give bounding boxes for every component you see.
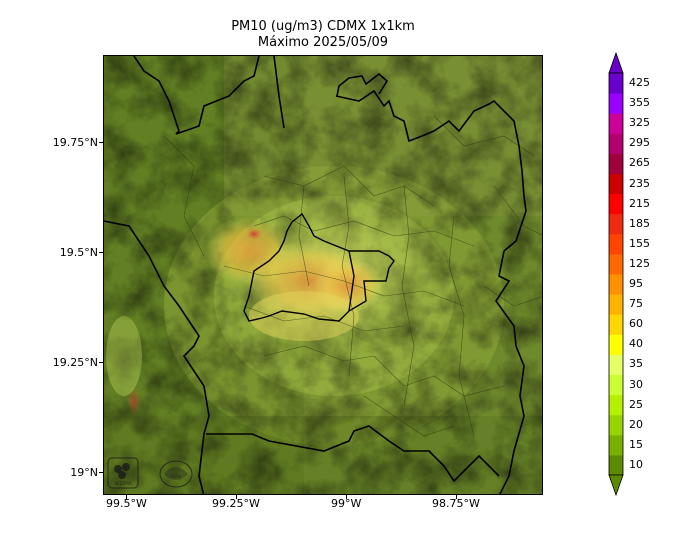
colorbar-segment (609, 354, 623, 375)
colorbar-tick-label: 265 (629, 156, 650, 170)
colorbar-segment (609, 213, 623, 235)
lat-tick (99, 362, 103, 363)
aire-logo-text: Aire (171, 474, 181, 480)
colorbar-extend-min (608, 474, 624, 497)
colorbar-segment (609, 394, 623, 416)
colorbar-segment (609, 113, 623, 134)
sedema-logo: SEDEMA (107, 457, 139, 489)
aire-logo: Aire (159, 460, 193, 488)
lon-tick (236, 495, 237, 499)
colorbar-segment (609, 193, 623, 215)
cdmx-boundary (243, 212, 395, 322)
colorbar-segment (609, 253, 623, 275)
pm10-peak (246, 228, 262, 240)
colorbar-tick-label: 215 (629, 196, 650, 210)
colorbar-tick-label: 125 (629, 256, 650, 270)
lat-label: 19.75°N (52, 136, 98, 149)
colorbar-segment (609, 294, 623, 315)
lon-tick (346, 495, 347, 499)
lon-label: 99°W (331, 497, 362, 510)
colorbar-segment (609, 414, 623, 436)
colorbar-segment (609, 73, 623, 94)
map-panel[interactable]: SEDEMA Aire (103, 55, 543, 495)
pm10-map: SEDEMA Aire (104, 56, 542, 494)
colorbar-tick-label: 10 (629, 457, 643, 471)
colorbar-tick-label: 15 (629, 437, 643, 451)
lon-label: 98.75°W (432, 497, 480, 510)
colorbar-segment (609, 93, 623, 114)
colorbar-segment (609, 133, 623, 154)
lat-label: 19.25°N (52, 356, 98, 369)
colorbar-tick-label: 155 (629, 236, 650, 250)
colorbar-tick-label: 425 (629, 76, 650, 90)
colorbar-segment (609, 173, 623, 195)
pm10-peak-southwest (127, 387, 141, 415)
lon-tick (456, 495, 457, 499)
colorbar-extend-max (608, 52, 624, 74)
chart-subtitle: Máximo 2025/05/09 (257, 35, 389, 50)
colorbar-segment (609, 274, 623, 295)
colorbar-tick-label: 295 (629, 136, 650, 150)
colorbar-tick-label: 75 (629, 297, 643, 311)
colorbar (608, 52, 624, 497)
lat-tick (99, 142, 103, 143)
colorbar-tick-label: 25 (629, 397, 643, 411)
colorbar-segment (609, 233, 623, 255)
sedema-logo-text: SEDEMA (115, 481, 132, 486)
lon-label: 99.25°W (212, 497, 260, 510)
colorbar-tick-label: 355 (629, 96, 650, 110)
colorbar-tick-label: 185 (629, 216, 650, 230)
colorbar-segment (609, 374, 623, 396)
colorbar-tick-label: 35 (629, 357, 643, 371)
state-boundaries (104, 56, 527, 494)
colorbar-tick-label: 40 (629, 337, 643, 351)
colorbar-segment (609, 153, 623, 174)
lat-label: 19.5°N (59, 246, 98, 259)
lat-label: 19°N (70, 466, 98, 479)
lon-label: 99.5°W (106, 497, 147, 510)
municipal-boundaries (163, 115, 542, 437)
colorbar-segment (609, 454, 623, 476)
colorbar-tick-label: 95 (629, 277, 643, 291)
lat-tick (99, 252, 103, 253)
colorbar-segment (609, 434, 623, 456)
colorbar-tick-label: 235 (629, 176, 650, 190)
colorbar-segment (609, 314, 623, 335)
chart-title: PM10 (ug/m3) CDMX 1x1km (231, 19, 415, 34)
lat-tick (99, 472, 103, 473)
colorbar-tick-label: 20 (629, 417, 643, 431)
colorbar-tick-label: 30 (629, 377, 643, 391)
colorbar-segment (609, 334, 623, 355)
colorbar-tick-label: 60 (629, 317, 643, 331)
colorbar-tick-label: 325 (629, 116, 650, 130)
lon-tick (126, 495, 127, 499)
